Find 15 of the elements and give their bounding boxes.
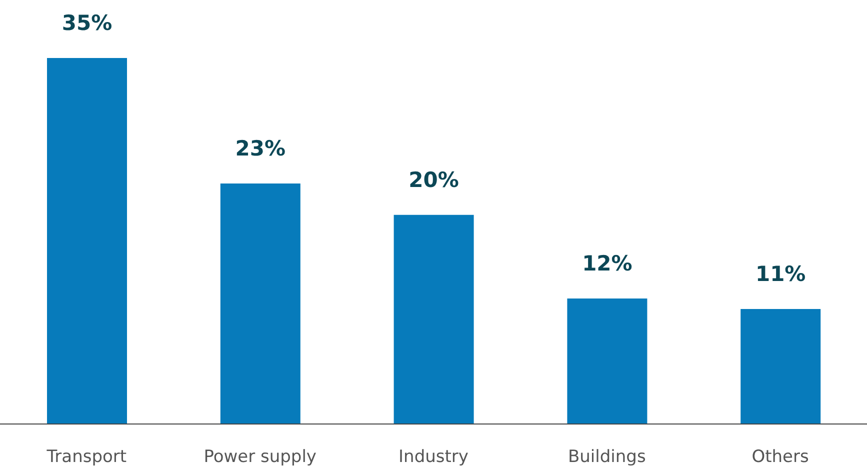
data-label: 23%	[235, 136, 286, 160]
data-label: 12%	[582, 252, 632, 276]
bar	[567, 298, 648, 424]
data-label: 11%	[755, 262, 806, 286]
x-tick-label: Buildings	[568, 447, 646, 468]
x-tick-label: Power supply	[204, 447, 317, 468]
bar	[740, 308, 821, 424]
x-tick-label: Others	[752, 447, 809, 468]
bar	[394, 214, 474, 424]
x-tick-label: Industry	[398, 447, 468, 468]
data-label: 35%	[62, 11, 112, 35]
bar	[47, 58, 127, 424]
x-tick-label: Transport	[46, 447, 127, 468]
bar	[220, 183, 300, 424]
data-label: 20%	[408, 168, 459, 192]
